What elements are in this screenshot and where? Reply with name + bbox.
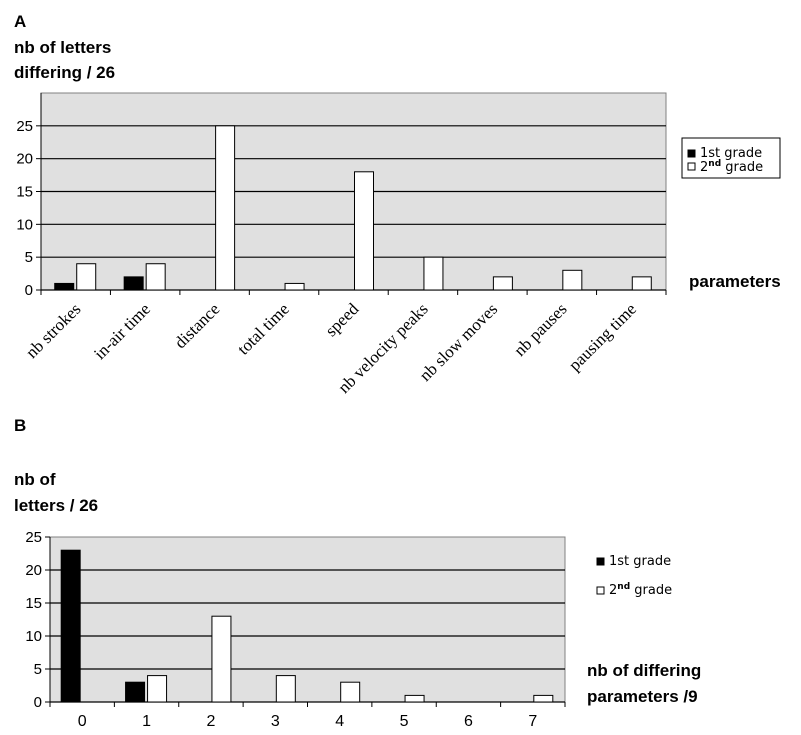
chart-a-gridlines — [41, 125, 666, 258]
chart-a-ytick-label: 25 — [16, 118, 33, 135]
chart-b-bar-2nd-grade — [147, 675, 168, 703]
chart-b-bars — [60, 549, 554, 703]
chart-a-legend-box — [681, 137, 781, 179]
chart-a-legend-swatch-1st — [687, 149, 696, 158]
chart-a-bar-2nd-grade — [631, 276, 652, 291]
chart-b-bar-1st-grade — [60, 549, 81, 703]
chart-a-category-label: pausing time — [565, 299, 640, 374]
chart-b-ytick-label: 15 — [25, 595, 42, 612]
chart-a-legend: 1st grade 2nd grade — [681, 137, 781, 179]
chart-b-legend-swatch-1st — [596, 557, 605, 566]
chart-a-bar-2nd-grade — [215, 125, 236, 291]
chart-a-ylabel-line1: nb of letters — [14, 38, 111, 57]
chart-a-bar-2nd-grade — [145, 263, 166, 291]
chart-a-category-label: in-air time — [90, 299, 154, 363]
chart-b-ytick-label: 25 — [25, 529, 42, 546]
chart-b-category-label: 1 — [142, 713, 151, 730]
chart-b-legend-box — [589, 547, 689, 607]
panel-b-letter: B — [14, 416, 26, 435]
chart-b-category-label: 5 — [400, 713, 409, 730]
chart-b-bar-2nd-grade — [404, 694, 425, 703]
chart-b-xlabel-line1: nb of differing — [587, 661, 701, 680]
chart-a-ytick-label: 20 — [16, 151, 33, 168]
chart-a-category-label: nb pauses — [510, 299, 571, 360]
chart-a-ytick-label: 0 — [25, 282, 33, 299]
chart-a-xlabel: parameters — [689, 272, 781, 291]
chart-a-ylabel-line2: differing / 26 — [14, 63, 115, 82]
chart-a-legend-label-1st: 1st grade — [700, 146, 762, 161]
chart-b-legend-label-1st: 1st grade — [609, 554, 671, 569]
chart-a-x-ticks: nb strokes in-air time distance total time s… — [22, 290, 667, 397]
chart-b-plot-area — [49, 536, 566, 703]
chart-b-category-label: 3 — [271, 713, 280, 730]
chart-a-bar-2nd-grade — [423, 256, 444, 291]
chart-a-bar-1st-grade — [123, 276, 144, 291]
chart-b-ytick-label: 10 — [25, 628, 42, 645]
chart-a-category-label: speed — [322, 299, 363, 340]
chart-a-y-ticks: 0 5 10 15 20 25 — [16, 93, 666, 299]
chart-b: nb of letters / 26 0 5 10 15 20 25 0 1 2 3 4 5 6 7 n… — [14, 470, 701, 730]
chart-a-category-label: total time — [234, 299, 293, 358]
chart-b-bar-2nd-grade — [211, 615, 232, 703]
chart-a-bar-2nd-grade — [492, 276, 513, 291]
chart-b-bar-2nd-grade — [275, 675, 296, 703]
chart-a-bar-2nd-grade — [76, 263, 97, 291]
chart-a-bar-2nd-grade — [562, 269, 583, 291]
chart-a-ytick-label: 15 — [16, 184, 33, 201]
chart-b-ytick-label: 20 — [25, 562, 42, 579]
chart-b-category-label: 4 — [335, 713, 344, 730]
chart-a-ytick-label: 10 — [16, 216, 33, 233]
chart-b-gridlines — [50, 569, 565, 670]
chart-a: nb of letters differing / 26 0510152025 … — [14, 38, 781, 397]
chart-b-bar-2nd-grade — [533, 694, 554, 703]
chart-a-bar-1st-grade — [54, 282, 75, 291]
chart-b-ytick-label: 5 — [34, 661, 42, 678]
chart-a-ytick-label: 5 — [25, 249, 33, 266]
chart-a-category-label: nb strokes — [22, 299, 85, 362]
panel-a-letter: A — [14, 12, 26, 31]
chart-b-category-label: 0 — [78, 713, 87, 730]
chart-a-bar-2nd-grade — [284, 282, 305, 291]
chart-a-bar-2nd-grade — [354, 171, 374, 291]
chart-b-bar-2nd-grade — [340, 681, 361, 703]
chart-a-legend-swatch-2nd — [687, 162, 696, 171]
chart-b-category-label: 7 — [528, 713, 537, 730]
chart-a-category-label: distance — [171, 299, 224, 352]
chart-a-bars — [54, 125, 652, 291]
chart-b-ylabel-line2: letters / 26 — [14, 496, 98, 515]
chart-b-bar-1st-grade — [125, 681, 146, 703]
chart-b-xlabel-line2: parameters /9 — [587, 687, 698, 706]
chart-b-ytick-label: 0 — [34, 694, 42, 711]
chart-b-legend-swatch-2nd — [596, 586, 605, 595]
chart-b-category-label: 2 — [206, 713, 215, 730]
chart-b-legend: 1st grade 2nd grade — [589, 547, 689, 607]
chart-b-x-ticks: 0 1 2 3 4 5 6 7 — [49, 702, 566, 730]
chart-b-ylabel-line1: nb of — [14, 470, 56, 489]
chart-b-category-label: 6 — [464, 713, 473, 730]
